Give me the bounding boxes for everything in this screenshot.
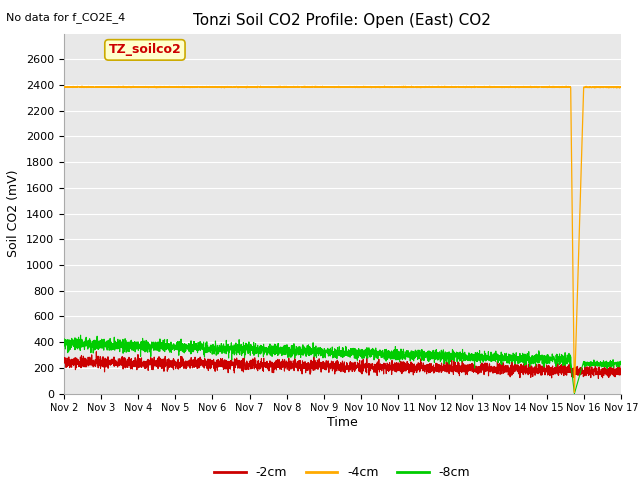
- Y-axis label: Soil CO2 (mV): Soil CO2 (mV): [8, 170, 20, 257]
- Title: Tonzi Soil CO2 Profile: Open (East) CO2: Tonzi Soil CO2 Profile: Open (East) CO2: [193, 13, 492, 28]
- Text: No data for f_CO2E_4: No data for f_CO2E_4: [6, 12, 125, 23]
- Text: TZ_soilco2: TZ_soilco2: [109, 43, 181, 56]
- X-axis label: Time: Time: [327, 416, 358, 429]
- Legend: -2cm, -4cm, -8cm: -2cm, -4cm, -8cm: [209, 461, 476, 480]
